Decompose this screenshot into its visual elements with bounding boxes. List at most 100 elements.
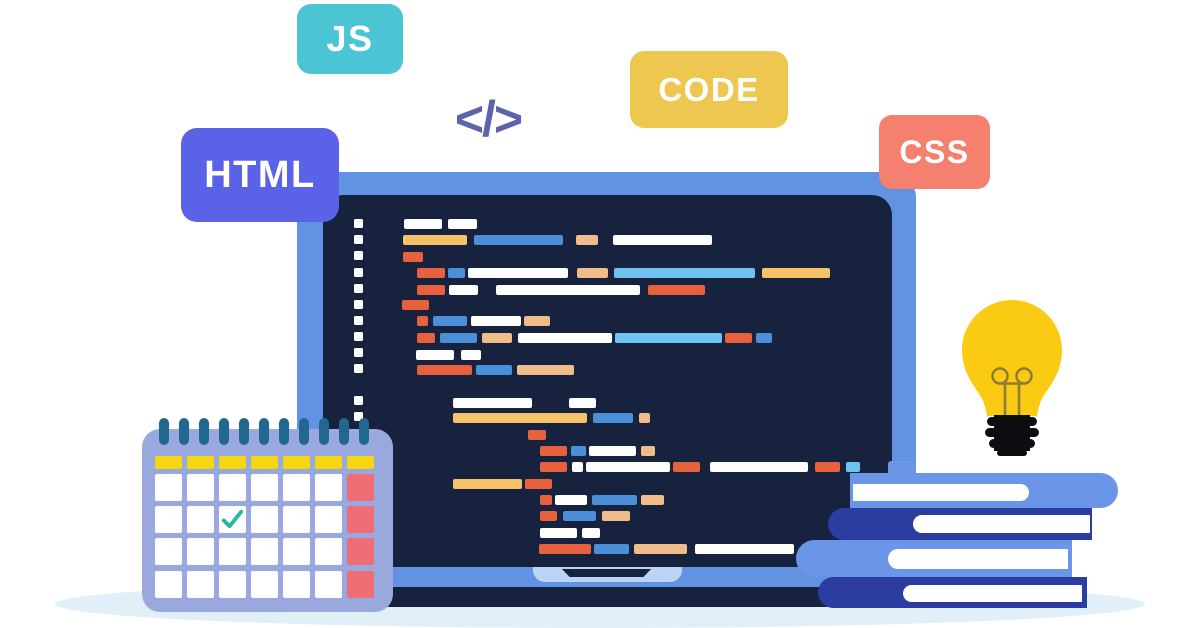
code-line-segment	[593, 413, 633, 423]
calendar-day-cell	[283, 538, 310, 565]
bulb-glass	[962, 300, 1062, 416]
gutter-square	[354, 412, 363, 421]
code-line-segment	[592, 495, 637, 505]
code-line-segment	[540, 462, 567, 472]
gutter-square	[354, 332, 363, 341]
code-line-segment	[540, 528, 577, 538]
laptop-screen	[323, 195, 892, 567]
book-pages	[913, 515, 1090, 533]
code-line-segment	[471, 316, 521, 326]
calendar-ring	[219, 418, 229, 445]
code-line-segment	[576, 235, 598, 245]
badge-js: JS	[297, 4, 403, 74]
calendar-day-cell	[251, 571, 278, 598]
checkmark-icon	[221, 509, 244, 529]
calendar-ring	[279, 418, 289, 445]
code-line-segment	[673, 462, 700, 472]
calendar-ring	[259, 418, 269, 445]
calendar-day-cell	[155, 571, 182, 598]
code-line-segment	[403, 235, 467, 245]
badge-css: CSS	[879, 115, 990, 189]
calendar-ring	[179, 418, 189, 445]
calendar-header-cell	[219, 456, 246, 469]
code-line-segment	[555, 495, 587, 505]
code-line-segment	[404, 219, 442, 229]
code-line-segment	[448, 219, 477, 229]
calendar-day-cell	[347, 538, 374, 565]
code-line-segment	[417, 268, 445, 278]
code-line-segment	[525, 479, 552, 489]
gutter-square	[354, 316, 363, 325]
calendar-day-cell	[315, 506, 342, 533]
gutter-square	[354, 235, 363, 244]
calendar-day-cell	[283, 571, 310, 598]
code-line-segment	[594, 544, 629, 554]
code-line-segment	[417, 316, 428, 326]
code-line-segment	[433, 316, 467, 326]
code-line-segment	[540, 446, 567, 456]
calendar-day-cell	[219, 474, 246, 501]
code-line-segment	[539, 544, 591, 554]
book-pages	[903, 585, 1082, 602]
badge-code: CODE	[630, 51, 788, 128]
code-line-segment	[417, 333, 435, 343]
code-line-segment	[613, 235, 712, 245]
calendar-ring	[359, 418, 369, 445]
code-line-segment	[641, 495, 664, 505]
code-line-segment	[453, 413, 587, 423]
calendar-day-cell	[251, 506, 278, 533]
calendar-header-cell	[187, 456, 214, 469]
code-line-segment	[614, 268, 755, 278]
calendar-ring	[339, 418, 349, 445]
calendar-header-cell	[315, 456, 342, 469]
code-line-segment	[589, 446, 636, 456]
code-line-segment	[725, 333, 752, 343]
calendar-ring	[199, 418, 209, 445]
gutter-square	[354, 396, 363, 405]
code-line-segment	[710, 462, 808, 472]
code-line-segment	[417, 285, 445, 295]
code-line-segment	[615, 333, 722, 343]
code-line-segment	[582, 528, 600, 538]
gutter-square	[354, 348, 363, 357]
code-line-segment	[402, 300, 429, 310]
calendar-day-cell	[187, 538, 214, 565]
code-line-segment	[417, 365, 472, 375]
calendar-day-cell	[155, 506, 182, 533]
code-line-segment	[602, 511, 630, 521]
code-line-segment	[518, 333, 612, 343]
code-line-segment	[540, 511, 557, 521]
code-line-segment	[756, 333, 772, 343]
code-line-segment	[695, 544, 794, 554]
calendar-day-cell	[219, 538, 246, 565]
calendar-day-cell	[315, 474, 342, 501]
latch-handle	[561, 569, 652, 577]
calendar-day-cell	[251, 474, 278, 501]
book-pages	[853, 484, 1029, 501]
calendar-day-cell	[155, 474, 182, 501]
code-line-segment	[540, 495, 552, 505]
code-line-segment	[474, 235, 563, 245]
code-line-segment	[468, 268, 568, 278]
laptop	[297, 172, 916, 587]
code-tag-label: </>	[454, 91, 523, 147]
calendar-day-cell	[219, 571, 246, 598]
calendar-day-cell	[347, 474, 374, 501]
calendar-ring	[159, 418, 169, 445]
badge-label: CODE	[658, 70, 760, 108]
gutter-square	[354, 300, 363, 309]
calendar-day-cell	[315, 538, 342, 565]
code-line-segment	[528, 430, 546, 440]
code-line-segment	[572, 462, 583, 472]
calendar-header-cell	[347, 456, 374, 469]
code-line-segment	[586, 462, 670, 472]
calendar-header-cell	[155, 456, 182, 469]
calendar-day-cell	[187, 506, 214, 533]
lightbulb-icon	[962, 300, 1062, 456]
code-line-segment	[815, 462, 840, 472]
code-line-segment	[476, 365, 512, 375]
code-line-segment	[524, 316, 550, 326]
calendar-header-cell	[283, 456, 310, 469]
calendar-day-cell	[283, 506, 310, 533]
code-line-segment	[449, 285, 478, 295]
